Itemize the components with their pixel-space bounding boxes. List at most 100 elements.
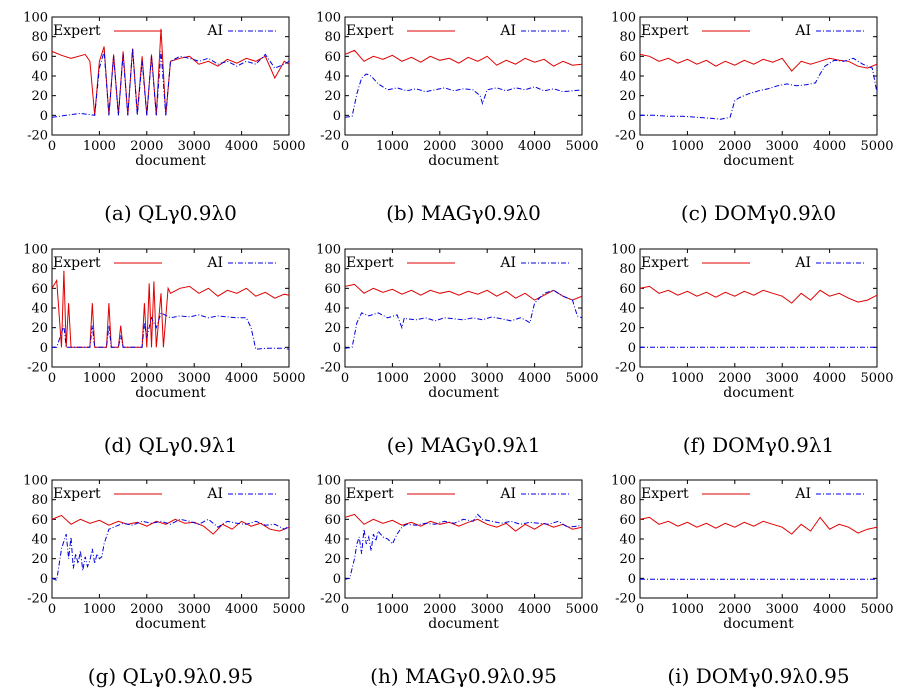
y-tick-label: 20 [31, 89, 48, 104]
x-tick-label: 5000 [272, 139, 305, 154]
y-tick-label: 80 [324, 262, 341, 277]
y-tick-label: 80 [619, 30, 636, 45]
x-tick-label: 2000 [423, 371, 456, 386]
legend-label-ai: AI [206, 23, 223, 39]
x-tick-label: 2000 [130, 371, 163, 386]
chart-panel: 0 1000 2000 3000 4000 5000-20020406080100docu… [611, 243, 893, 458]
y-tick-label: -20 [615, 592, 636, 607]
legend-label-ai: AI [206, 255, 223, 271]
x-tick-label: 2000 [423, 139, 456, 154]
x-axis-label: document [135, 153, 206, 169]
y-tick-label: 60 [31, 282, 48, 297]
y-tick-label: -20 [615, 361, 636, 376]
y-tick-label: 0 [628, 572, 636, 587]
y-tick-label: -20 [320, 361, 341, 376]
x-tick-label: 4000 [225, 602, 258, 617]
x-tick-label: 1000 [671, 139, 704, 154]
x-tick-label: 1000 [376, 602, 409, 617]
x-tick-label: 4000 [518, 371, 551, 386]
y-tick-label: 0 [40, 572, 48, 587]
y-tick-label: 0 [40, 109, 48, 124]
x-tick-label: 4000 [225, 371, 258, 386]
y-tick-label: 80 [31, 493, 48, 508]
series-line-ai [345, 289, 582, 349]
y-tick-label: 0 [628, 341, 636, 356]
y-tick-label: -20 [320, 129, 341, 144]
y-tick-label: -20 [27, 361, 48, 376]
y-tick-label: 60 [31, 513, 48, 528]
series-line-ai [345, 73, 582, 118]
series-line-expert [345, 49, 582, 67]
x-tick-label: 1000 [83, 371, 116, 386]
x-tick-label: 3000 [766, 371, 799, 386]
x-tick-label: 5000 [565, 371, 598, 386]
y-tick-label: 100 [611, 243, 636, 258]
legend-label-expert: Expert [346, 23, 394, 39]
x-tick-label: 5000 [860, 371, 893, 386]
x-tick-label: 0 [48, 371, 56, 386]
y-tick-label: 0 [40, 341, 48, 356]
x-tick-label: 1000 [671, 371, 704, 386]
x-tick-label: 4000 [225, 139, 258, 154]
y-tick-label: 100 [316, 11, 341, 26]
y-tick-label: 80 [31, 30, 48, 45]
series-line-expert [52, 514, 289, 535]
x-tick-label: 0 [341, 602, 349, 617]
y-tick-label: 80 [619, 493, 636, 508]
chart-panel: 0 1000 2000 3000 4000 5000-20020406080100docu… [23, 243, 305, 458]
y-tick-label: 40 [31, 533, 48, 548]
y-tick-label: 80 [619, 262, 636, 277]
y-tick-label: 40 [619, 70, 636, 85]
x-axis-label: document [428, 153, 499, 169]
x-tick-label: 0 [341, 139, 349, 154]
y-tick-label: 100 [316, 474, 341, 489]
x-axis-label: document [428, 616, 499, 632]
series-line-expert [345, 513, 582, 532]
legend-label-ai: AI [499, 23, 516, 39]
x-tick-label: 5000 [272, 602, 305, 617]
y-tick-label: -20 [615, 129, 636, 144]
x-tick-label: 5000 [565, 602, 598, 617]
y-tick-label: 40 [31, 302, 48, 317]
x-tick-label: 1000 [671, 602, 704, 617]
legend-label-ai: AI [499, 486, 516, 502]
chart-panel: 0 1000 2000 3000 4000 5000-20020406080100docu… [23, 11, 305, 226]
x-tick-label: 4000 [518, 139, 551, 154]
series-line-expert [640, 285, 877, 304]
series-line-ai [52, 518, 289, 582]
series-line-expert [640, 53, 877, 72]
y-tick-label: 60 [619, 282, 636, 297]
y-tick-label: 20 [324, 552, 341, 567]
y-tick-label: 100 [23, 474, 48, 489]
legend-label-ai: AI [206, 486, 223, 502]
x-axis-label: document [723, 153, 794, 169]
legend-label-ai: AI [794, 23, 811, 39]
legend-label-ai: AI [794, 486, 811, 502]
legend-label-expert: Expert [641, 23, 689, 39]
x-tick-label: 3000 [178, 139, 211, 154]
x-tick-label: 3000 [766, 139, 799, 154]
legend-label-expert: Expert [53, 23, 101, 39]
chart-panel: 0 1000 2000 3000 4000 5000-20020406080100docu… [316, 474, 598, 689]
y-tick-label: -20 [27, 129, 48, 144]
series-line-ai [52, 312, 289, 350]
y-tick-label: 80 [324, 493, 341, 508]
y-tick-label: 20 [619, 89, 636, 104]
y-tick-label: 0 [333, 109, 341, 124]
x-tick-label: 5000 [272, 371, 305, 386]
panel-caption: (f) DOMγ0.9λ1 [683, 433, 834, 457]
x-tick-label: 2000 [718, 371, 751, 386]
x-tick-label: 3000 [178, 602, 211, 617]
y-tick-label: 0 [333, 341, 341, 356]
panel-caption: (i) DOMγ0.9λ0.95 [667, 664, 849, 688]
x-tick-label: 4000 [813, 139, 846, 154]
panel-caption: (a) QLγ0.9λ0 [104, 201, 237, 225]
x-tick-label: 3000 [178, 371, 211, 386]
x-tick-label: 4000 [518, 602, 551, 617]
legend-label-expert: Expert [53, 486, 101, 502]
y-tick-label: 40 [619, 533, 636, 548]
series-line-expert [640, 516, 877, 535]
chart-panel: 0 1000 2000 3000 4000 5000-20020406080100docu… [611, 474, 893, 689]
panel-caption: (e) MAGγ0.9λ1 [387, 433, 541, 457]
y-tick-label: 40 [31, 70, 48, 85]
